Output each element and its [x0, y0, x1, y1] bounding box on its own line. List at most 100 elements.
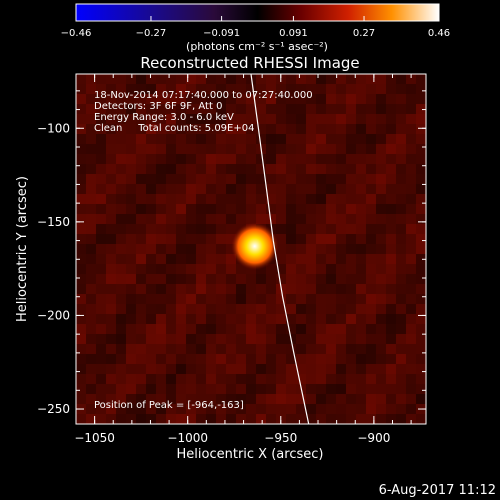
heatmap-cell: [156, 404, 166, 414]
heatmap-cell: [216, 374, 226, 384]
heatmap-cell: [166, 184, 176, 194]
heatmap-cell: [356, 344, 366, 354]
heatmap-cell: [136, 404, 146, 414]
heatmap-cell: [246, 334, 256, 344]
heatmap-cell: [326, 74, 336, 84]
heatmap-cell: [146, 344, 156, 354]
heatmap-cell: [96, 74, 106, 84]
heatmap-cell: [276, 374, 286, 384]
heatmap-cell: [366, 134, 376, 144]
heatmap-cell: [336, 394, 346, 404]
heatmap-cell: [336, 134, 346, 144]
heatmap-cell: [376, 164, 386, 174]
heatmap-cell: [276, 354, 286, 364]
heatmap-cell: [166, 144, 176, 154]
y-axis-ticks: −100 −150 −200 −250: [37, 90, 426, 416]
heatmap-cell: [266, 294, 276, 304]
heatmap-cell: [116, 354, 126, 364]
annotation-energy-range: Energy Range: 3.0 - 6.0 keV: [94, 112, 234, 123]
heatmap-cell: [126, 364, 136, 374]
heatmap-cell: [116, 234, 126, 244]
heatmap-cell: [86, 154, 96, 164]
heatmap-cell: [136, 74, 146, 84]
heatmap-cell: [246, 294, 256, 304]
heatmap-cell: [326, 404, 336, 414]
heatmap-cell: [326, 224, 336, 234]
heatmap-cell: [206, 244, 216, 254]
heatmap-cell: [136, 194, 146, 204]
heatmap-cell: [136, 254, 146, 264]
heatmap-cell: [206, 364, 216, 374]
heatmap-cell: [296, 74, 306, 84]
heatmap-cell: [306, 314, 316, 324]
heatmap-cell: [306, 344, 316, 354]
heatmap-cell: [206, 104, 216, 114]
heatmap-cell: [126, 144, 136, 154]
y-tick-label: −250: [37, 402, 70, 416]
heatmap-cell: [266, 144, 276, 154]
heatmap-cell: [226, 104, 236, 114]
heatmap-cell: [86, 394, 96, 404]
heatmap-cell: [266, 394, 276, 404]
heatmap-cell: [306, 124, 316, 134]
heatmap-cell: [116, 394, 126, 404]
heatmap-cell: [226, 414, 236, 424]
heatmap-cell: [396, 324, 406, 334]
heatmap-cell: [226, 194, 236, 204]
heatmap-cell: [206, 164, 216, 174]
heatmap-cell: [236, 354, 246, 364]
heatmap-cell: [416, 384, 426, 394]
heatmap-cell: [196, 414, 206, 424]
heatmap-cell: [96, 124, 106, 134]
heatmap-cell: [256, 204, 266, 214]
heatmap-cell: [166, 334, 176, 344]
heatmap-cell: [96, 294, 106, 304]
heatmap-cell: [356, 114, 366, 124]
heatmap-cell: [306, 204, 316, 214]
heatmap-cell: [136, 164, 146, 174]
heatmap-cell: [96, 284, 106, 294]
heatmap-cell: [386, 394, 396, 404]
heatmap-cell: [386, 74, 396, 84]
heatmap-cell: [406, 374, 416, 384]
heatmap-cell: [356, 264, 366, 274]
heatmap-cell: [216, 164, 226, 174]
heatmap-cell: [356, 254, 366, 264]
heatmap-cell: [386, 384, 396, 394]
heatmap-cell: [156, 214, 166, 224]
heatmap-cell: [146, 404, 156, 414]
heatmap-cell: [286, 374, 296, 384]
heatmap-cell: [136, 284, 146, 294]
heatmap-cell: [306, 244, 316, 254]
heatmap-cell: [366, 84, 376, 94]
heatmap-cell: [126, 224, 136, 234]
heatmap-cell: [326, 154, 336, 164]
heatmap-cell: [296, 134, 306, 144]
heatmap-cell: [236, 344, 246, 354]
heatmap-cell: [176, 304, 186, 314]
heatmap-cell: [116, 244, 126, 254]
heatmap-cell: [416, 154, 426, 164]
heatmap-cell: [156, 274, 166, 284]
heatmap-cell: [346, 374, 356, 384]
heatmap-cell: [246, 324, 256, 334]
heatmap-cell: [396, 354, 406, 364]
heatmap-cell: [366, 94, 376, 104]
heatmap-cell: [146, 304, 156, 314]
heatmap-cell: [136, 124, 146, 134]
heatmap-cell: [96, 194, 106, 204]
heatmap-cell: [216, 414, 226, 424]
heatmap-cell: [236, 274, 246, 284]
heatmap-cell: [86, 134, 96, 144]
heatmap-cell: [276, 164, 286, 174]
heatmap-cell: [86, 114, 96, 124]
heatmap-cell: [406, 344, 416, 354]
heatmap-cell: [96, 354, 106, 364]
heatmap-cell: [146, 74, 156, 84]
heatmap-cell: [146, 124, 156, 134]
heatmap-cell: [386, 174, 396, 184]
heatmap-cell: [206, 354, 216, 364]
heatmap-cell: [266, 94, 276, 104]
heatmap-cell: [406, 84, 416, 94]
heatmap-cell: [386, 154, 396, 164]
